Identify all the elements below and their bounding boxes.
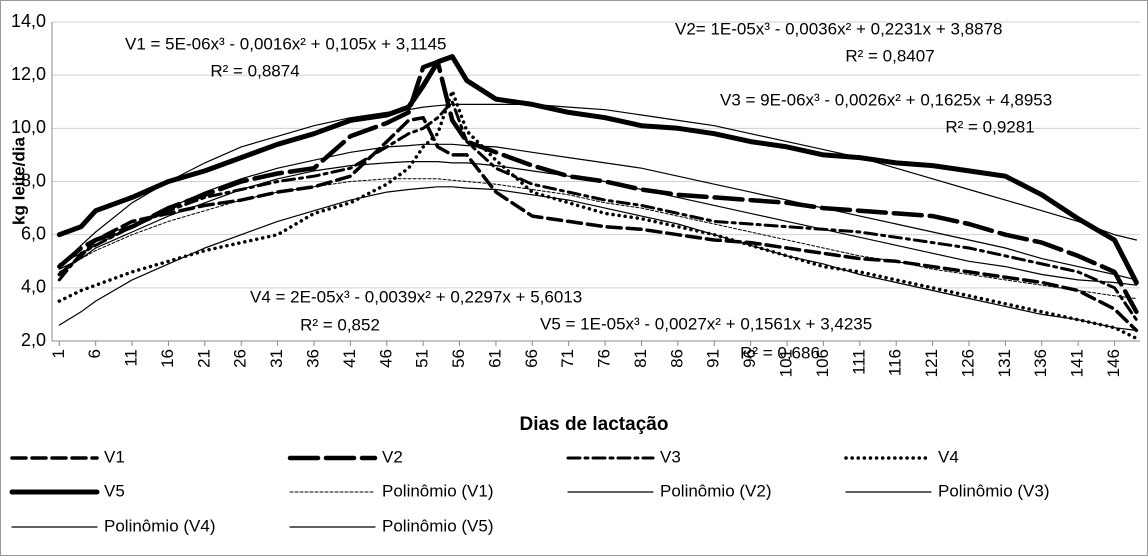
y-tick-label: 6,0 <box>21 223 46 243</box>
y-tick-label: 14,0 <box>11 11 46 31</box>
x-tick-label: 46 <box>376 349 395 368</box>
x-tick-label: 141 <box>1068 349 1087 377</box>
x-axis-label: Dias de lactação <box>520 414 669 435</box>
x-tick-label: 136 <box>1031 349 1050 377</box>
annotation: V5 = 1E-05x³ - 0,0027x² + 0,1561x + 3,42… <box>540 314 872 333</box>
annotation: V2= 1E-05x³ - 0,0036x² + 0,2231x + 3,887… <box>675 19 1002 38</box>
series-line <box>58 143 1137 281</box>
x-tick-label: 31 <box>267 349 286 368</box>
legend-label: Polinômio (V4) <box>104 516 216 535</box>
annotation: V1 = 5E-06x³ - 0,0016x² + 0,105x + 3,114… <box>125 34 446 53</box>
series-line <box>57 89 1139 341</box>
y-tick-label: 4,0 <box>21 277 46 297</box>
y-tick-label: 8,0 <box>21 170 46 190</box>
series-line <box>57 59 1139 315</box>
x-tick-label: 11 <box>122 349 141 367</box>
x-tick-label: 36 <box>303 349 322 368</box>
x-tick-label: 91 <box>704 349 723 368</box>
annotation: R² = 0,852 <box>300 315 380 334</box>
x-tick-label: 71 <box>558 349 577 368</box>
series-line <box>57 100 1138 322</box>
x-tick-label: 26 <box>231 349 250 368</box>
x-tick-label: 81 <box>631 349 650 368</box>
legend-label: V2 <box>382 447 403 466</box>
legend-label: V4 <box>938 447 959 466</box>
legend-label: Polinômio (V1) <box>382 481 494 500</box>
annotation: R² = 0,686 <box>740 343 820 362</box>
x-tick-label: 126 <box>958 349 977 377</box>
legend-label: Polinômio (V5) <box>382 516 494 535</box>
x-tick-label: 56 <box>449 349 468 368</box>
x-tick-label: 66 <box>522 349 541 368</box>
y-axis-label: kg leite/dia <box>9 137 28 225</box>
x-tick-label: 121 <box>922 349 941 377</box>
x-tick-label: 6 <box>85 349 104 358</box>
series-line <box>56 54 1139 285</box>
x-tick-label: 101 <box>777 349 796 377</box>
x-tick-label: 41 <box>340 349 359 368</box>
x-tick-label: 16 <box>158 349 177 368</box>
x-tick-label: 61 <box>485 349 504 368</box>
x-tick-label: 131 <box>995 349 1014 377</box>
x-tick-label: 21 <box>194 349 213 368</box>
annotation: V4 = 2E-05x³ - 0,0039x² + 0,2297x + 5,60… <box>250 287 582 306</box>
annotation: R² = 0,8407 <box>845 46 934 65</box>
x-tick-label: 1 <box>49 349 68 358</box>
x-tick-label: 146 <box>1104 349 1123 377</box>
legend-label: Polinômio (V3) <box>938 481 1050 500</box>
x-tick-label: 106 <box>813 349 832 377</box>
x-tick-label: 116 <box>886 349 905 376</box>
legend-label: V5 <box>104 481 125 500</box>
y-tick-label: 12,0 <box>11 64 46 84</box>
y-tick-label: 10,0 <box>11 117 46 137</box>
x-tick-label: 76 <box>595 349 614 368</box>
legend-label: V3 <box>660 447 681 466</box>
x-tick-label: 96 <box>740 349 759 368</box>
x-tick-label: 86 <box>667 349 686 368</box>
series-line <box>58 186 1137 331</box>
annotation: R² = 0,9281 <box>945 117 1034 136</box>
legend-label: V1 <box>104 447 125 466</box>
legend-label: Polinômio (V2) <box>660 481 772 500</box>
series-line <box>57 115 1139 333</box>
series-line <box>58 161 1137 286</box>
x-tick-label: 51 <box>413 349 432 368</box>
x-tick-label: 111 <box>849 349 868 375</box>
annotation: V3 = 9E-06x³ - 0,0026x² + 0,1625x + 4,89… <box>720 90 1052 109</box>
series-line <box>58 178 1137 299</box>
y-tick-label: 2,0 <box>21 330 46 350</box>
annotation: R² = 0,8874 <box>210 61 299 80</box>
